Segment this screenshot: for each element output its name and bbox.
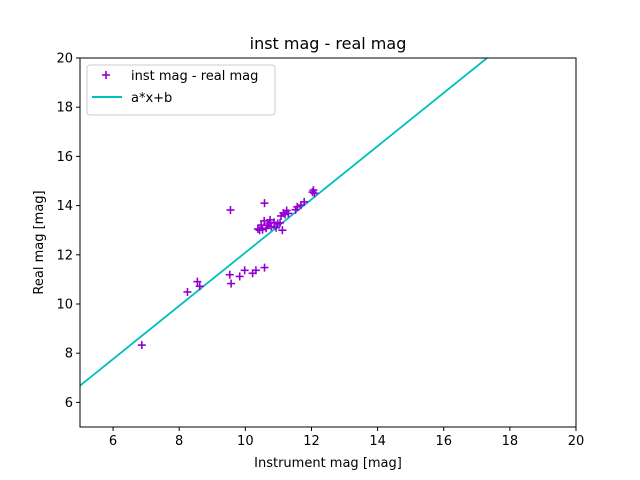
data-point bbox=[278, 226, 287, 235]
legend-entry-scatter: inst mag - real mag bbox=[131, 69, 258, 84]
data-point bbox=[251, 266, 260, 275]
data-point bbox=[293, 202, 302, 211]
data-point bbox=[235, 272, 244, 281]
x-tick-label: 12 bbox=[303, 434, 320, 449]
data-point bbox=[227, 279, 236, 288]
legend-entry-line: a*x+b bbox=[131, 91, 172, 106]
x-tick-label: 10 bbox=[237, 434, 254, 449]
y-tick-label: 12 bbox=[56, 248, 73, 263]
x-tick-label: 6 bbox=[109, 434, 117, 449]
y-tick-label: 10 bbox=[56, 298, 73, 313]
y-tick-label: 16 bbox=[56, 150, 73, 165]
y-tick-label: 20 bbox=[56, 52, 73, 67]
legend-marker-scatter bbox=[102, 71, 110, 79]
fit-line bbox=[80, 58, 488, 387]
legend-box bbox=[86, 64, 276, 116]
data-point bbox=[183, 287, 192, 296]
data-point bbox=[284, 209, 293, 218]
data-point bbox=[258, 225, 267, 234]
x-tick-label: 8 bbox=[175, 434, 183, 449]
data-point bbox=[240, 266, 249, 275]
y-tick-label: 18 bbox=[56, 101, 73, 116]
y-tick-label: 6 bbox=[65, 396, 73, 411]
data-point bbox=[195, 282, 204, 291]
data-point bbox=[137, 341, 146, 350]
legend: inst mag - real mag a*x+b bbox=[86, 64, 276, 116]
plot-area bbox=[80, 58, 576, 427]
x-axis-label: Instrument mag [mag] bbox=[254, 456, 402, 471]
data-point bbox=[300, 197, 309, 206]
plot-frame bbox=[79, 57, 577, 428]
x-tick-label: 14 bbox=[369, 434, 386, 449]
y-tick-label: 14 bbox=[56, 199, 73, 214]
series-layer bbox=[80, 58, 488, 387]
y-axis-label: Real mag [mag] bbox=[32, 190, 47, 294]
y-tick-label: 8 bbox=[65, 347, 73, 362]
data-point bbox=[225, 270, 234, 279]
data-point bbox=[276, 218, 285, 227]
data-point bbox=[260, 199, 269, 208]
ticks-layer: 6 8 10 12 14 16 18 20 6 8 10 12 14 16 18 20 bbox=[56, 52, 584, 450]
data-point bbox=[272, 223, 281, 232]
x-tick-label: 18 bbox=[502, 434, 519, 449]
data-point bbox=[310, 189, 319, 198]
data-point bbox=[260, 263, 269, 272]
legend-plus-marker bbox=[102, 71, 110, 79]
x-tick-label: 20 bbox=[568, 434, 585, 449]
chart-title: inst mag - real mag bbox=[250, 34, 407, 53]
x-tick-label: 16 bbox=[435, 434, 452, 449]
data-point bbox=[193, 277, 202, 286]
data-point bbox=[260, 216, 269, 225]
data-point bbox=[267, 222, 276, 231]
data-point bbox=[226, 206, 235, 215]
